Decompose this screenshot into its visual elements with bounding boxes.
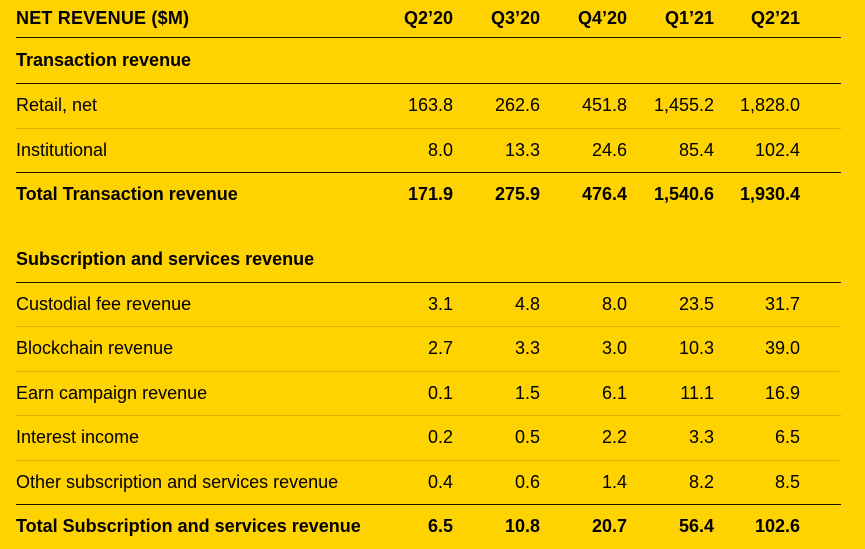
table-cell: 85.4 [678,139,714,160]
table-cell: 23.5 [678,293,714,314]
table-row: Institutional 8.0 13.3 24.6 85.4 102.4 [16,127,841,173]
table-row: Other subscription and services revenue … [16,459,841,505]
table-cell: 10.3 [678,338,714,359]
table-cell: 3.1 [427,293,453,314]
table-cell: 0.6 [514,471,540,492]
table-cell: 11.1 [680,382,714,403]
row-label: Blockchain revenue [16,338,174,359]
column-header: Q4’20 [577,8,627,28]
table-cell: 2.7 [427,338,453,359]
column-header: Q2’20 [403,8,453,28]
table-cell: 1,828.0 [739,95,800,116]
table-cell: 2.2 [601,427,627,448]
section-spacer [16,217,841,237]
table-cell: 163.8 [407,95,453,116]
table-cell: 31.7 [764,293,800,314]
table-cell: 262.6 [494,95,540,116]
table-cell: 8.2 [688,471,714,492]
table-cell: 8.5 [774,471,800,492]
row-label: Retail, net [16,95,98,116]
row-label: Interest income [16,427,140,448]
row-label: Custodial fee revenue [16,293,192,314]
table-cell: 275.9 [494,184,540,205]
total-row-transaction: Total Transaction revenue 171.9 275.9 47… [16,172,841,217]
table-row: Blockchain revenue 2.7 3.3 3.0 10.3 39.0 [16,326,841,371]
table-cell: 6.1 [601,382,627,403]
table-cell: 4.8 [514,293,540,314]
table-cell: 1.5 [514,382,540,403]
table-cell: 24.6 [591,139,627,160]
table-cell: 3.3 [514,338,540,359]
row-label: Total Subscription and services revenue [16,516,361,537]
table-row: Interest income 0.2 0.5 2.2 3.3 6.5 [16,415,841,460]
row-label: Institutional [16,139,108,160]
table-cell: 6.5 [427,516,453,537]
section-title: Subscription and services revenue [16,248,315,269]
table-cell: 39.0 [764,338,800,359]
table-cell: 102.6 [754,516,800,537]
table-cell: 8.0 [601,293,627,314]
table-cell: 476.4 [581,184,627,205]
table-title: NET REVENUE ($M) [16,8,190,28]
table-cell: 8.0 [427,139,453,160]
table-cell: 0.4 [427,471,453,492]
table-cell: 3.0 [601,338,627,359]
table-cell: 10.8 [504,516,540,537]
table-cell: 13.3 [504,139,540,160]
table-cell: 0.5 [514,427,540,448]
table-row: Earn campaign revenue 0.1 1.5 6.1 11.1 1… [16,370,841,416]
table-cell: 6.5 [774,427,800,448]
table-row: Retail, net 163.8 262.6 451.8 1,455.2 1,… [16,83,841,128]
table-cell: 20.7 [591,516,627,537]
section-title: Transaction revenue [16,50,192,70]
row-label: Total Transaction revenue [16,184,238,205]
total-row-subscription: Total Subscription and services revenue … [16,504,841,549]
column-header: Q2’21 [750,8,800,28]
table-row: Custodial fee revenue 3.1 4.8 8.0 23.5 3… [16,281,841,327]
net-revenue-table: NET REVENUE ($M) Q2’20 Q3’20 Q4’20 Q1’21… [16,0,841,549]
table-cell: 171.9 [407,184,453,205]
table-cell: 1.4 [601,471,627,492]
table-cell: 451.8 [581,95,627,116]
table-header: NET REVENUE ($M) Q2’20 Q3’20 Q4’20 Q1’21… [16,0,841,37]
table-cell: 102.4 [754,139,800,160]
section-heading-subscription: Subscription and services revenue [16,237,841,282]
row-label: Other subscription and services revenue [16,471,339,492]
table-cell: 1,540.6 [653,184,714,205]
row-label: Earn campaign revenue [16,382,208,403]
table-cell: 3.3 [688,427,714,448]
table-cell: 0.2 [427,427,453,448]
table-cell: 1,930.4 [739,184,800,205]
table-cell: 0.1 [427,382,453,403]
table-cell: 56.4 [678,516,714,537]
table-cell: 16.9 [764,382,800,403]
table-cell: 1,455.2 [653,95,714,116]
column-header: Q1’21 [664,8,714,28]
section-heading-transaction: Transaction revenue [16,37,841,83]
column-header: Q3’20 [490,8,540,28]
